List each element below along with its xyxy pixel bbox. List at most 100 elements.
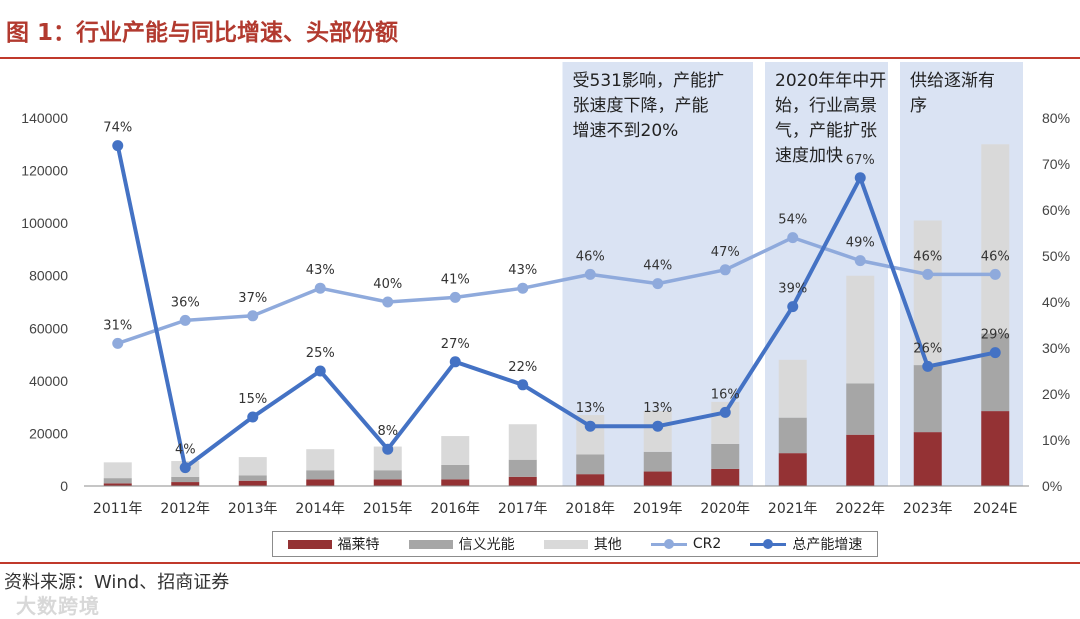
growth-point	[247, 411, 259, 423]
y-left-tick-label: 120000	[21, 163, 68, 179]
y-right-tick-label: 60%	[1042, 202, 1070, 218]
growth-data-label: 39%	[778, 282, 807, 297]
growth-data-label: 26%	[913, 341, 942, 356]
bar-segment-flat	[508, 476, 537, 486]
bar-segment-flat	[846, 434, 875, 486]
y-left-tick-label: 140000	[21, 110, 68, 126]
cr2-data-label: 46%	[981, 249, 1010, 264]
annotation-text-0: 增速不到20%	[573, 121, 679, 141]
legend-item-other: 其他	[543, 534, 622, 554]
bar-segment-flat	[441, 479, 470, 486]
source-note: 资料来源：Wind、招商证券	[4, 572, 230, 593]
bar-segment-other	[373, 446, 402, 471]
bar-segment-other	[508, 424, 537, 460]
bar-segment-flat	[171, 482, 200, 486]
annotation-text-1: 速度加快	[775, 146, 843, 166]
bar-segment-flat	[306, 479, 335, 486]
x-tick-label: 2011年	[93, 501, 143, 517]
cr2-data-label: 46%	[576, 249, 605, 264]
bar-segment-flat	[103, 483, 132, 486]
x-tick-label: 2023年	[903, 501, 953, 517]
growth-data-label: 16%	[711, 387, 740, 402]
x-tick-label: 2013年	[228, 501, 278, 517]
title-divider	[0, 57, 1080, 59]
legend-swatch-growth	[750, 539, 787, 549]
bar-segment-xinyi	[778, 417, 807, 454]
x-tick-label: 2022年	[835, 501, 885, 517]
bar-segment-flat	[711, 468, 740, 486]
growth-data-label: 13%	[576, 401, 605, 416]
x-tick-label: 2015年	[363, 501, 413, 517]
cr2-point	[517, 282, 529, 294]
growth-point	[382, 443, 394, 455]
bottom-divider	[0, 562, 1080, 564]
bar-segment-other	[981, 144, 1010, 334]
cr2-data-label: 31%	[103, 318, 132, 333]
annotation-text-1: 始，行业高景	[775, 96, 877, 116]
growth-point	[787, 301, 799, 313]
growth-point	[719, 406, 731, 418]
chart: 0 20000 40000 60000 80000 100000 120000 140000 0…	[21, 62, 1070, 517]
legend-label-xinyi: 信义光能	[458, 537, 515, 553]
bar-segment-flat	[576, 474, 605, 486]
bar-segment-other	[846, 275, 875, 384]
cr2-point	[382, 296, 394, 308]
growth-data-label: 74%	[103, 121, 132, 136]
growth-point	[314, 365, 326, 377]
bar-segment-other	[306, 449, 335, 471]
legend-label-flat: 福莱特	[337, 537, 380, 553]
y-left-tick-label: 100000	[21, 215, 68, 231]
bar-segment-flat	[238, 480, 267, 486]
cr2-point	[787, 232, 799, 244]
cr2-point	[449, 291, 461, 303]
annotation-text-1: 气，产能扩张	[775, 121, 877, 141]
cr2-point	[854, 255, 866, 267]
legend-label-cr2: CR2	[692, 536, 722, 552]
growth-point	[652, 420, 664, 432]
growth-point	[517, 379, 529, 391]
bar-segment-flat	[643, 471, 672, 486]
y-right-tick-label: 50%	[1042, 248, 1070, 264]
bar-segment-xinyi	[711, 443, 740, 469]
x-tick-label: 2019年	[633, 501, 683, 517]
growth-point	[449, 356, 461, 368]
y-right-tick-label: 10%	[1042, 432, 1070, 448]
cr2-data-label: 47%	[711, 245, 740, 260]
x-tick-label: 2021年	[768, 501, 818, 517]
cr2-data-label: 46%	[913, 249, 942, 264]
cr2-point	[989, 268, 1001, 280]
growth-point	[854, 172, 866, 184]
y-right-tick-label: 20%	[1042, 386, 1070, 402]
bar-segment-xinyi	[576, 454, 605, 475]
growth-data-label: 22%	[508, 360, 537, 375]
bar-segment-other	[441, 436, 470, 465]
bar-segment-xinyi	[373, 470, 402, 480]
bar-segment-xinyi	[238, 475, 267, 481]
chart-legend: 福莱特 信义光能 其他 CR2 总产能增速	[272, 531, 878, 557]
bar-segment-xinyi	[441, 464, 470, 480]
growth-data-label: 15%	[238, 392, 267, 407]
bar-segment-other	[778, 359, 807, 418]
y-right-tick-label: 70%	[1042, 156, 1070, 172]
cr2-data-label: 40%	[373, 277, 402, 292]
cr2-point	[314, 282, 326, 294]
cr2-data-label: 43%	[508, 263, 537, 278]
cr2-data-label: 44%	[643, 259, 672, 274]
y-left-tick-label: 20000	[29, 425, 68, 441]
annotation-text-1: 2020年年中开	[775, 71, 886, 91]
growth-data-label: 29%	[981, 328, 1010, 343]
bar-segment-flat	[913, 432, 942, 486]
growth-point	[922, 360, 934, 372]
growth-data-label: 27%	[441, 337, 470, 352]
cr2-point	[652, 278, 664, 290]
cr2-data-label: 41%	[441, 272, 470, 287]
bar-segment-xinyi	[981, 333, 1010, 412]
bar-segment-xinyi	[643, 451, 672, 472]
legend-swatch-xinyi	[408, 539, 453, 549]
cr2-data-label: 36%	[171, 295, 200, 310]
growth-point	[179, 462, 191, 474]
annotation-text-2: 序	[910, 96, 927, 116]
growth-data-label: 25%	[306, 346, 335, 361]
bar-segment-flat	[981, 411, 1010, 486]
y-right-tick-label: 30%	[1042, 340, 1070, 356]
